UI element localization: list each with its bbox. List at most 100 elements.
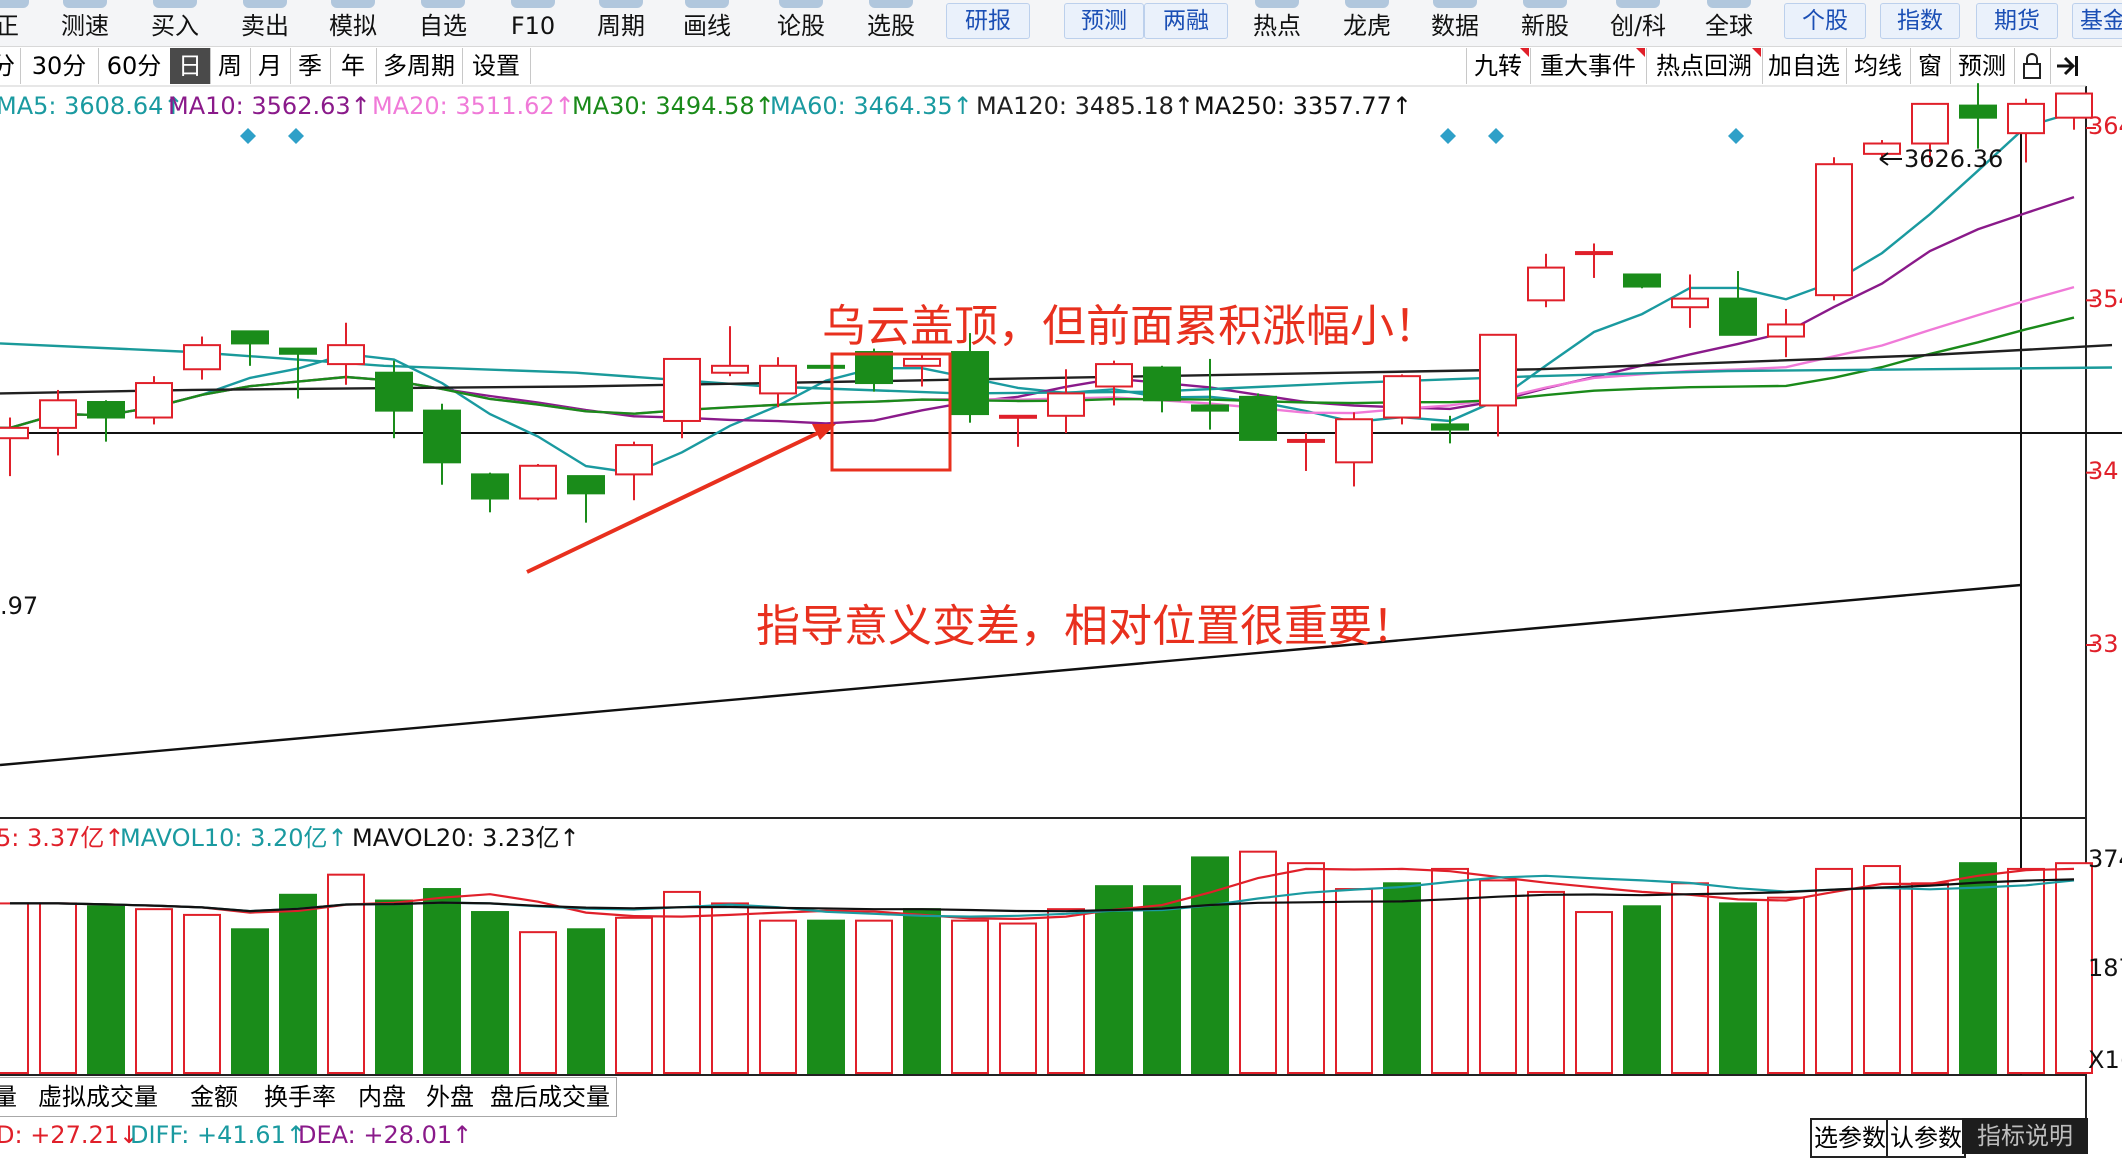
toolbar-item-button[interactable]: 新股 xyxy=(1510,0,1580,46)
toolbar-item-button[interactable]: 卖出 xyxy=(230,0,300,46)
chart-tool-label: 重大事件 xyxy=(1540,52,1636,80)
volume-axis-label: 187 xyxy=(2088,954,2122,982)
indicator-tab[interactable]: 金额 xyxy=(176,1077,253,1117)
period-tab[interactable]: 日 xyxy=(170,48,211,84)
candle-body xyxy=(375,371,413,412)
candle-body xyxy=(1671,297,1709,309)
macd-label: D: +27.21↓ xyxy=(0,1121,140,1149)
period-tab[interactable]: 月 xyxy=(250,48,291,84)
indicator-tab[interactable]: 量 xyxy=(0,1077,21,1117)
volume-bar xyxy=(1863,865,1901,1075)
toolbar-item-icon xyxy=(1345,0,1389,8)
toolbar-item-button[interactable]: 数据 xyxy=(1420,0,1490,46)
volume-bar xyxy=(1479,879,1517,1075)
period-tab[interactable]: 年 xyxy=(330,48,377,84)
volume-bar xyxy=(855,919,893,1074)
toolbar-item-button[interactable]: 龙虎 xyxy=(1332,0,1402,46)
candle-body xyxy=(1719,297,1757,336)
volume-bar xyxy=(1239,850,1277,1074)
period-tab[interactable]: 季 xyxy=(290,48,331,84)
chart-tool-button[interactable]: 重大事件 xyxy=(1530,48,1645,84)
toolbar-item-button[interactable]: 周期 xyxy=(586,0,656,46)
toolbar-first-button[interactable]: 正 xyxy=(0,0,29,46)
chart-tool-label: 预测 xyxy=(1958,52,2006,80)
indicator-tab[interactable]: 内盘 xyxy=(348,1077,417,1117)
toolbar-item-button[interactable]: 论股 xyxy=(766,0,836,46)
period-tab[interactable]: 30分 xyxy=(20,48,99,84)
toolbar-item-label: 热点 xyxy=(1253,12,1301,40)
price-axis-label: 34 xyxy=(2088,457,2119,485)
toolbar-item-button[interactable]: 选股 xyxy=(856,0,926,46)
toolbar-item-button[interactable]: 画线 xyxy=(672,0,742,46)
toolbar-boxed-button[interactable]: 研报 xyxy=(946,3,1030,39)
volume-bar xyxy=(1527,890,1565,1074)
chart-tool-button[interactable]: 九转 xyxy=(1466,48,1529,84)
chart-tool-button[interactable]: 预测 xyxy=(1950,48,2013,84)
collapse-arrow-icon[interactable] xyxy=(2050,48,2085,84)
toolbar-item-icon xyxy=(0,0,29,8)
select-params-button[interactable]: 选参数 xyxy=(1810,1118,1890,1158)
toolbar-item-button[interactable]: 热点 xyxy=(1242,0,1312,46)
lock-icon[interactable] xyxy=(2014,48,2049,84)
default-params-button[interactable]: 认参数 xyxy=(1886,1118,1966,1158)
candle-body xyxy=(903,357,941,367)
toolbar-market-button[interactable]: 基金 xyxy=(2072,3,2122,39)
toolbar-boxed-button[interactable]: 预测 xyxy=(1064,3,1144,39)
candle-body xyxy=(2007,102,2045,135)
period-tab[interactable]: 分 xyxy=(0,48,21,84)
volume-bar xyxy=(1719,902,1757,1074)
event-diamond-icon xyxy=(1488,128,1504,144)
toolbar-market-button[interactable]: 个股 xyxy=(1784,3,1866,39)
toolbar-item-button[interactable]: 自选 xyxy=(408,0,478,46)
chart-tool-button[interactable]: 均线 xyxy=(1846,48,1909,84)
volume-bar xyxy=(1959,862,1997,1074)
toolbar-item-button[interactable]: 创/科 xyxy=(1596,0,1680,46)
event-diamond-icon xyxy=(288,128,304,144)
toolbar-item-icon xyxy=(1616,0,1660,8)
indicator-tab[interactable]: 盘后成交量 xyxy=(484,1077,617,1117)
chart-tool-button[interactable]: 加自选 xyxy=(1762,48,1845,84)
ma5-label: MA5: 3608.64↑ xyxy=(0,92,184,120)
candle-body xyxy=(1863,142,1901,155)
ma20-label: MA20: 3511.62↑ xyxy=(372,92,575,120)
volume-bar xyxy=(519,931,557,1075)
volume-bar xyxy=(1671,882,1709,1075)
toolbar-item-button[interactable]: F10 xyxy=(498,0,568,46)
toolbar-item-icon xyxy=(1707,0,1751,8)
chart-tool-button[interactable]: 窗 xyxy=(1910,48,1949,84)
toolbar-item-label: 买入 xyxy=(151,12,199,40)
low-price-label: .97 xyxy=(0,592,39,620)
period-tab[interactable]: 设置 xyxy=(462,48,531,84)
volume-bar xyxy=(183,913,221,1074)
mavol5-line xyxy=(10,867,2075,921)
volume-bar xyxy=(1575,911,1613,1074)
toolbar-market-button[interactable]: 期货 xyxy=(1976,3,2058,39)
candle-body xyxy=(1047,392,1085,417)
toolbar-market-button[interactable]: 指数 xyxy=(1880,3,1960,39)
indicator-help-button[interactable]: 指标说明 xyxy=(1962,1118,2088,1154)
chart-tool-label: 热点回溯 xyxy=(1656,52,1752,80)
toolbar-item-button[interactable]: 模拟 xyxy=(318,0,388,46)
indicator-tab[interactable]: 虚拟成交量 xyxy=(20,1077,177,1117)
toolbar-item-label: 创/科 xyxy=(1609,12,1667,40)
period-tab[interactable]: 多周期 xyxy=(376,48,463,84)
volume-bar xyxy=(1335,888,1373,1074)
indicator-tab[interactable]: 外盘 xyxy=(416,1077,485,1117)
chart-tool-label: 窗 xyxy=(1918,52,1942,80)
period-tab[interactable]: 60分 xyxy=(98,48,171,84)
toolbar-boxed-button[interactable]: 两融 xyxy=(1144,3,1228,39)
chart-tool-button[interactable]: 热点回溯 xyxy=(1646,48,1761,84)
volume-bar xyxy=(999,922,1037,1074)
candle-body xyxy=(519,464,557,500)
toolbar-item-button[interactable]: 全球 xyxy=(1694,0,1764,46)
toolbar-item-button[interactable]: 测速 xyxy=(50,0,120,46)
indicator-tab[interactable]: 换手率 xyxy=(252,1077,349,1117)
volume-axis-label: 374 xyxy=(2088,845,2122,873)
toolbar-item-icon xyxy=(511,0,555,8)
period-tab[interactable]: 周 xyxy=(210,48,251,84)
toolbar-item-button[interactable]: 买入 xyxy=(140,0,210,46)
high-pointer-icon xyxy=(1879,152,1902,166)
toolbar-item-icon xyxy=(243,0,287,8)
toolbar-item-icon xyxy=(1433,0,1477,8)
